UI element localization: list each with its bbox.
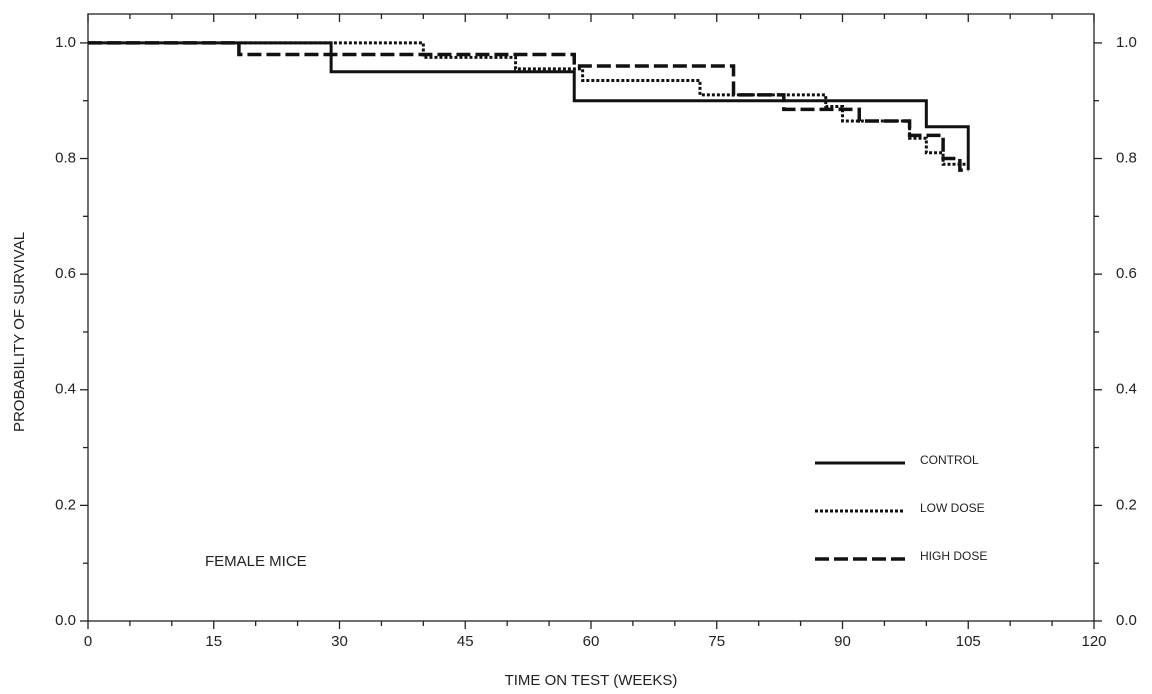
- annotation: FEMALE MICE: [205, 553, 307, 570]
- survival-line: [88, 41, 970, 171]
- y2-tick-label: 0.0: [1116, 612, 1137, 629]
- survival-line: [88, 41, 969, 172]
- x-tick-label: 120: [1081, 633, 1106, 650]
- x-axis-label: TIME ON TEST (WEEKS): [505, 672, 678, 689]
- y2-tick-label: 0.4: [1116, 381, 1137, 398]
- x-tick-label: 90: [834, 633, 851, 650]
- y-tick-label: 1.0: [55, 34, 76, 51]
- plot-frame: [87, 13, 1095, 622]
- y-tick-label: 0.4: [55, 381, 76, 398]
- x-tick-label: 60: [583, 633, 600, 650]
- legend-label: CONTROL: [920, 453, 979, 467]
- y-tick-label: 0.0: [55, 612, 76, 629]
- x-tick-label: 30: [331, 633, 348, 650]
- legend-label: LOW DOSE: [920, 501, 985, 515]
- y-axis-label: PROBABILITY OF SURVIVAL: [11, 232, 28, 432]
- x-tick-label: 75: [708, 633, 725, 650]
- survival-line: [238, 41, 969, 166]
- legend-label: HIGH DOSE: [920, 549, 987, 563]
- y2-tick-label: 0.8: [1116, 149, 1137, 166]
- y-tick-label: 0.8: [55, 149, 76, 166]
- x-tick-label: 15: [205, 633, 222, 650]
- x-tick-label: 45: [457, 633, 474, 650]
- y-tick-label: 0.6: [55, 265, 76, 282]
- x-tick-label: 105: [956, 633, 981, 650]
- y-tick-label: 0.2: [55, 496, 76, 513]
- x-tick-label: 0: [84, 633, 92, 650]
- y2-tick-label: 1.0: [1116, 34, 1137, 51]
- y2-tick-label: 0.2: [1116, 496, 1137, 513]
- y2-tick-label: 0.6: [1116, 265, 1137, 282]
